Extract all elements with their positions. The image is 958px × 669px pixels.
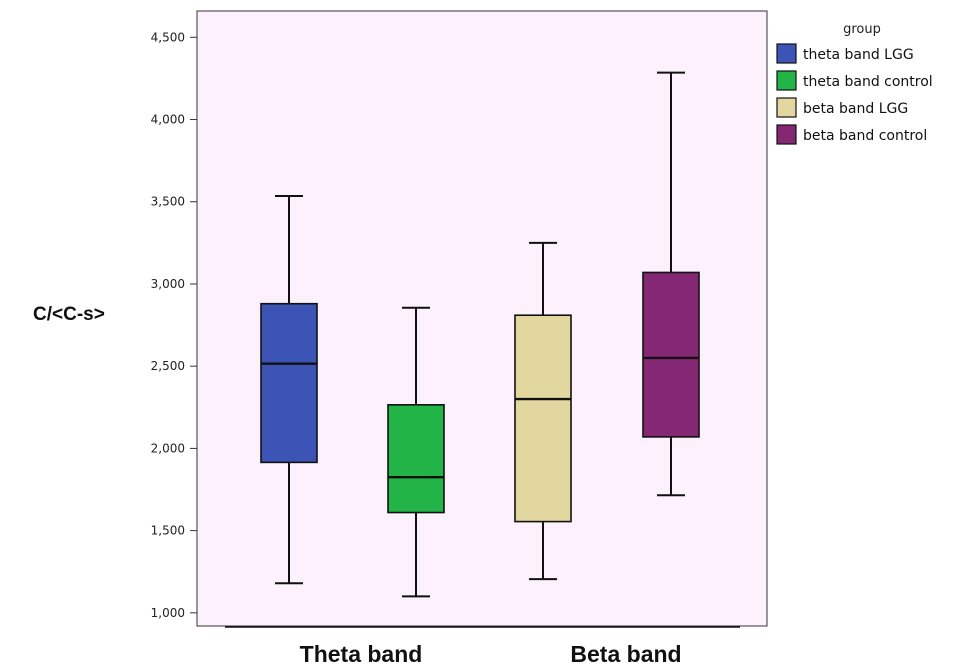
legend-label: theta band LGG bbox=[803, 47, 914, 63]
x-category-labels: Theta band Beta band bbox=[300, 641, 682, 667]
y-tick-label: 1,000 bbox=[151, 606, 185, 620]
y-tick-label: 3,500 bbox=[151, 195, 185, 209]
y-tick-label: 3,000 bbox=[151, 277, 185, 291]
box-theta-band-lgg bbox=[260, 194, 318, 585]
y-tick-label: 4,000 bbox=[151, 113, 185, 127]
x-category-label: Beta band bbox=[570, 641, 681, 667]
legend-item: beta band LGG bbox=[776, 97, 908, 118]
legend-label: beta band control bbox=[803, 128, 927, 144]
legend-item: theta band control bbox=[776, 70, 933, 91]
legend: group theta band LGG theta band control bet… bbox=[776, 22, 933, 145]
x-category-label: Theta band bbox=[300, 641, 423, 667]
y-tick-label: 1,500 bbox=[151, 524, 185, 538]
legend-item: theta band LGG bbox=[776, 43, 914, 64]
iqr-box bbox=[514, 314, 572, 523]
box-theta-band-control bbox=[387, 306, 445, 598]
legend-label: theta band control bbox=[803, 74, 933, 90]
legend-swatch bbox=[776, 97, 797, 118]
box-beta-band-lgg bbox=[514, 241, 572, 581]
y-tick-label: 2,000 bbox=[151, 441, 185, 455]
y-axis-title: C/<C-s> bbox=[33, 304, 105, 325]
legend-swatch bbox=[776, 43, 797, 64]
legend-swatch bbox=[776, 70, 797, 91]
y-tick-label: 4,500 bbox=[151, 30, 185, 44]
y-axis: 1,000 1,500 2,000 2,500 3,000 3,500 4,000 4,500 bbox=[151, 30, 197, 620]
iqr-box bbox=[387, 404, 445, 514]
y-tick-label: 2,500 bbox=[151, 359, 185, 373]
boxes-group bbox=[260, 71, 700, 598]
legend-title: group bbox=[843, 22, 881, 37]
box-beta-band-control bbox=[642, 71, 700, 497]
legend-label: beta band LGG bbox=[803, 101, 908, 117]
iqr-box bbox=[260, 302, 318, 464]
legend-item: beta band control bbox=[776, 124, 927, 145]
legend-swatch bbox=[776, 124, 797, 145]
iqr-box bbox=[642, 271, 700, 438]
